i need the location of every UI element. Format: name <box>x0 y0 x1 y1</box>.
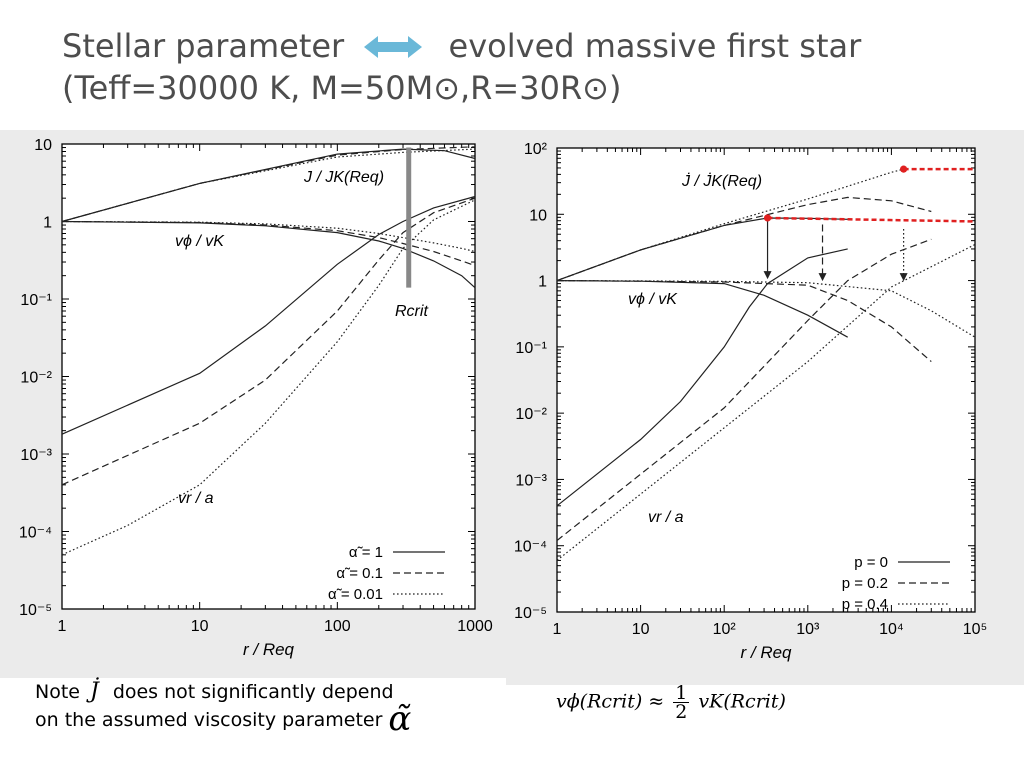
c0-series-line-vr-dotted <box>61 199 476 556</box>
c0-y-tick-label: 10⁻² <box>20 370 52 387</box>
left-chart-panel: 1 10 100 1000 10⁻⁵ 10⁻⁴ 10⁻³ 10⁻² 10⁻¹ 1 10 r / Req… <box>0 130 506 678</box>
c1-crit-arrow-head <box>899 273 908 282</box>
c0-series-line-vphi-dashed <box>61 220 476 267</box>
c1-red-dashed-line <box>767 216 975 223</box>
c0-y-tick-label: 1 <box>43 215 52 232</box>
c0-series-line-vphi-dotted <box>61 220 476 253</box>
c1-y-tick-label: 10⁻² <box>515 406 547 423</box>
c0-legend-label: α̃ = 0.1 <box>336 565 383 582</box>
note-prefix: Note <box>35 681 80 703</box>
c0-x-tick-label: 10 <box>191 618 209 635</box>
title-left: Stellar parameter <box>62 27 345 65</box>
formula-rhs: vK(Rcrit) <box>698 690 786 713</box>
c0-x-tick-label: 1 <box>58 618 67 635</box>
note-line-2: on the assumed viscosity parameter α̃ <box>35 702 411 736</box>
c1-vr-label: vr / a <box>648 509 684 526</box>
c0-y-tick-label: 10⁻¹ <box>20 292 52 309</box>
c0-legend-label: α̃ = 1 <box>349 544 383 561</box>
c1-x-tick-label: 1 <box>553 621 562 638</box>
c1-j-label: J̇ / J̇K(Req) <box>681 172 762 190</box>
c1-series-line-J-solid <box>556 217 848 282</box>
c1-red-marker <box>763 214 772 222</box>
c1-series-line-vr-dotted <box>556 243 976 561</box>
c0-x-axis-label: r / Req <box>243 640 295 659</box>
formula-fraction: 1 2 <box>673 682 690 723</box>
c1-x-tick-label: 10⁴ <box>879 621 904 638</box>
right-chart-panel: 1 10 10² 10³ 10⁴ 10⁵ 10⁻⁵ 10⁻⁴ 10⁻³ 10⁻² 10⁻¹ 1 10 10… <box>506 130 1024 685</box>
c1-y-tick-label: 10⁻³ <box>515 472 547 489</box>
note-suffix: does not significantly depend <box>112 681 394 703</box>
c0-series-line-J-dotted <box>61 148 476 223</box>
c1-x-axis-label: r / Req <box>740 643 792 662</box>
c1-x-tick-label: 10 <box>632 621 650 638</box>
formula-numerator: 1 <box>673 682 690 704</box>
title-right: evolved massive first star <box>448 27 862 65</box>
c0-y-tick-label: 10 <box>34 137 52 154</box>
c1-legend-label: p = 0.2 <box>842 575 888 592</box>
c0-x-tick-label: 1000 <box>457 618 493 635</box>
c1-y-tick-label: 10⁻¹ <box>515 340 547 357</box>
c0-vphi-label: vϕ / vK <box>175 233 225 250</box>
c0-series-line-J-solid <box>61 148 476 223</box>
note-line-1: Note J̇ does not significantly depend <box>35 678 411 706</box>
c1-series-line-vr-dashed <box>556 238 932 541</box>
c1-y-tick-label: 10⁻⁴ <box>514 539 547 556</box>
title-line-2: (Teff=30000 K, M=50M⊙,R=30R⊙) <box>62 69 622 107</box>
c1-legend-label: p = 0 <box>854 554 888 571</box>
j-dot-symbol: J̇ <box>89 679 99 704</box>
c0-rcrit-label: Rcrit <box>395 303 428 320</box>
c1-legend-label: p = 0.4 <box>842 596 888 613</box>
c1-plot-area <box>556 147 976 613</box>
c1-vphi-label: vϕ / vK <box>628 291 678 308</box>
c0-j-label: J / JK(Req) <box>303 169 384 186</box>
right-chart: 1 10 10² 10³ 10⁴ 10⁵ 10⁻⁵ 10⁻⁴ 10⁻³ 10⁻² 10⁻¹ 1 10 10… <box>506 130 1024 685</box>
double-arrow-icon <box>364 28 423 68</box>
c1-red-marker <box>900 165 908 173</box>
c1-x-tick-label: 10² <box>713 621 737 638</box>
c0-series-line-vr-solid <box>61 195 476 435</box>
note-text: Note J̇ does not significantly depend on t… <box>35 678 411 736</box>
c0-y-tick-label: 10⁻⁴ <box>19 525 52 542</box>
c1-crit-arrow-head <box>763 271 772 280</box>
c0-legend-label: α̃ = 0.01 <box>328 586 383 603</box>
c0-x-tick-label: 100 <box>324 618 351 635</box>
c0-y-tick-label: 10⁻³ <box>20 447 52 464</box>
formula-lhs: vϕ(Rcrit) ≈ <box>556 690 665 713</box>
c1-crit-arrow-head <box>818 273 827 282</box>
c1-y-tick-label: 10⁻⁵ <box>514 605 547 622</box>
c1-y-tick-label: 10 <box>529 207 547 224</box>
c1-series-line-vr-solid <box>556 248 848 507</box>
c1-y-tick-label: 10² <box>524 141 548 158</box>
c1-x-tick-label: 10⁵ <box>963 621 987 638</box>
c1-y-tick-label: 1 <box>538 274 547 291</box>
c1-x-tick-label: 10³ <box>796 621 820 638</box>
c1-series-line-J-dotted <box>556 168 904 282</box>
c0-y-tick-label: 10⁻⁵ <box>19 602 52 619</box>
formula-denominator: 2 <box>675 701 688 723</box>
c1-series-line-vphi-dashed <box>556 280 932 363</box>
note-line2-text: on the assumed viscosity parameter <box>35 709 383 731</box>
c0-vr-label: vr / a <box>178 490 214 507</box>
title-line-1: Stellar parameter evolved massive first … <box>62 26 1002 68</box>
formula: vϕ(Rcrit) ≈ 1 2 vK(Rcrit) <box>556 682 786 723</box>
alpha-tilde-symbol: α̃ <box>388 699 412 739</box>
slide-title: Stellar parameter evolved massive first … <box>62 26 1002 108</box>
left-chart: 1 10 100 1000 10⁻⁵ 10⁻⁴ 10⁻³ 10⁻² 10⁻¹ 1 10 r / Req… <box>0 130 506 678</box>
